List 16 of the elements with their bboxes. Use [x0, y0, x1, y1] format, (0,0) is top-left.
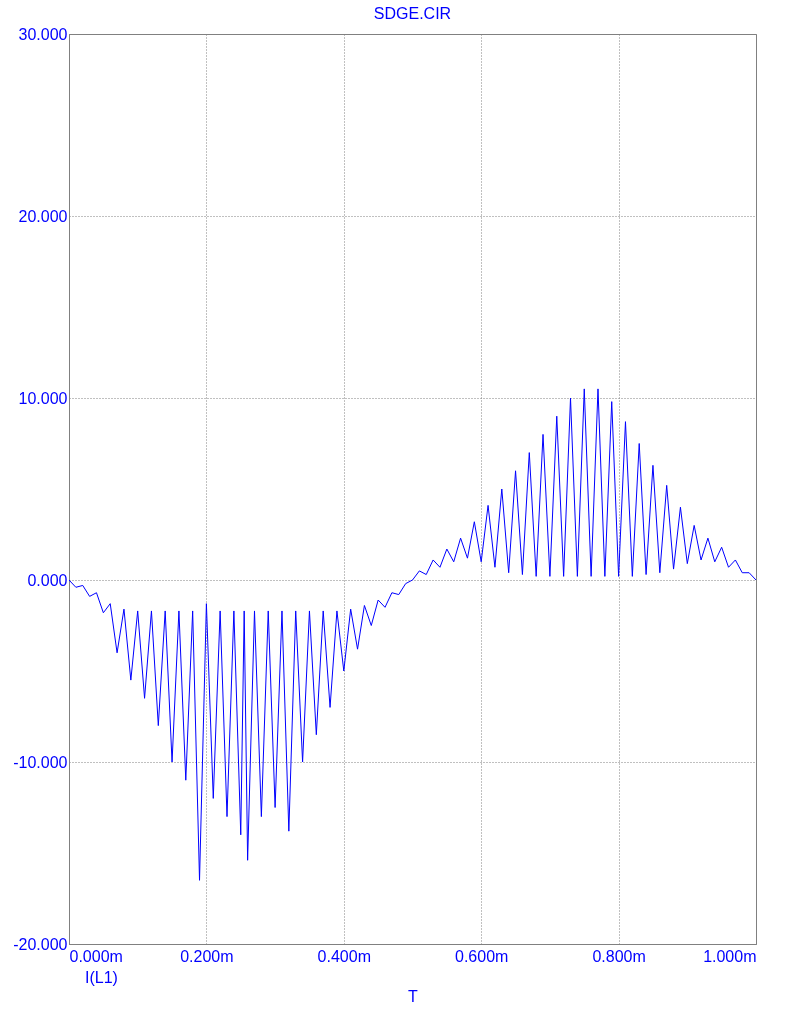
chart-title: SDGE.CIR	[373, 5, 452, 22]
y-tick-label: -10.000	[13, 753, 68, 771]
y-tick-label: 10.000	[18, 389, 68, 407]
x-tick-label: 1.000m	[703, 947, 757, 965]
x-tick-label: 0.800m	[592, 947, 646, 965]
y-tick-label: 30.000	[18, 25, 68, 43]
x-tick-label: 0.600m	[455, 947, 509, 965]
y-tick-label: -20.000	[13, 935, 68, 953]
line-series	[69, 388, 756, 881]
x-tick-label: 0.200m	[180, 947, 234, 965]
x-tick-label: 0.400m	[317, 947, 371, 965]
text: I(L1)	[85, 969, 118, 986]
y-tick-label: 20.000	[18, 207, 68, 225]
y-tick-label: 0.000	[27, 571, 68, 589]
x-axis-title: T	[408, 987, 419, 1005]
x-tick-label: 0.000m	[69, 947, 123, 965]
